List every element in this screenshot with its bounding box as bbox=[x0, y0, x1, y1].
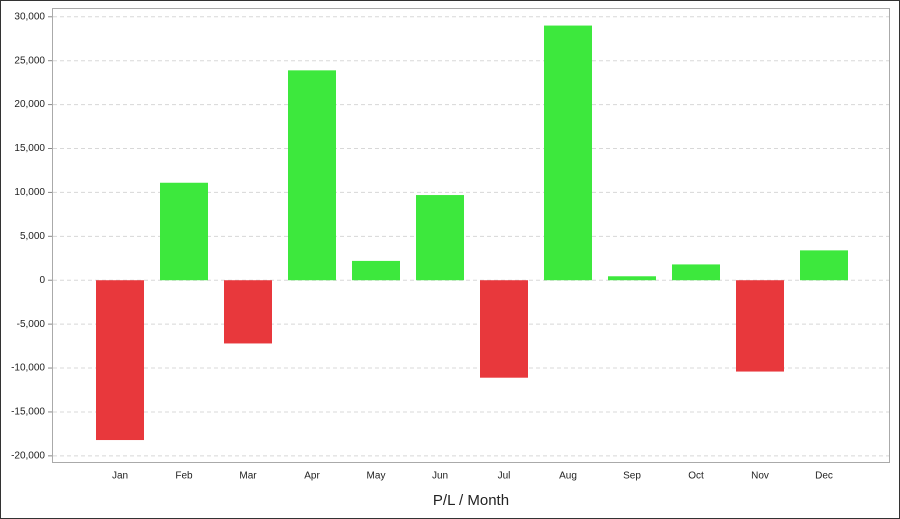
y-tick-label: -15,000 bbox=[11, 407, 45, 418]
bar bbox=[224, 280, 272, 344]
bar bbox=[480, 280, 528, 378]
x-tick-label: May bbox=[367, 471, 386, 482]
bar bbox=[288, 70, 336, 281]
x-tick-label: Feb bbox=[175, 471, 193, 482]
x-tick-label: Jun bbox=[432, 471, 448, 482]
x-tick-label: Sep bbox=[623, 471, 641, 482]
y-tick-label: 20,000 bbox=[14, 99, 45, 110]
x-tick-label: Jan bbox=[112, 471, 128, 482]
bar bbox=[416, 195, 464, 281]
x-tick-label: Nov bbox=[751, 471, 769, 482]
bar bbox=[160, 182, 208, 281]
bar bbox=[96, 280, 144, 441]
y-tick-label: 30,000 bbox=[14, 11, 45, 22]
y-tick-label: 25,000 bbox=[14, 55, 45, 66]
x-axis-title: P/L / Month bbox=[433, 492, 509, 509]
x-tick-label: Jul bbox=[498, 471, 511, 482]
x-tick-label: Oct bbox=[688, 471, 704, 482]
bar bbox=[608, 276, 656, 281]
x-tick-label: Apr bbox=[304, 471, 320, 482]
y-tick-label: -20,000 bbox=[11, 450, 45, 461]
bar bbox=[672, 264, 720, 281]
bar bbox=[800, 250, 848, 281]
x-tick-label: Mar bbox=[239, 471, 257, 482]
x-tick-label: Dec bbox=[815, 471, 833, 482]
bar bbox=[352, 260, 400, 281]
bar bbox=[544, 25, 592, 281]
y-tick-label: 15,000 bbox=[14, 143, 45, 154]
bar bbox=[736, 280, 784, 372]
y-tick-label: 0 bbox=[39, 275, 45, 286]
x-tick-label: Aug bbox=[559, 471, 577, 482]
y-tick-label: -5,000 bbox=[17, 319, 46, 330]
y-tick-label: 5,000 bbox=[20, 231, 45, 242]
y-tick-label: -10,000 bbox=[11, 363, 45, 374]
y-tick-label: 10,000 bbox=[14, 187, 45, 198]
